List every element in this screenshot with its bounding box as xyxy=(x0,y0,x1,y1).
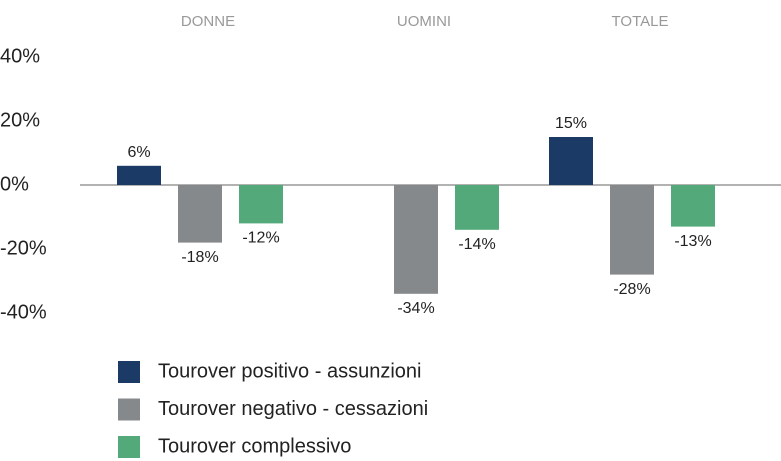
legend-swatch xyxy=(118,361,140,383)
value-label: -12% xyxy=(242,230,279,247)
legend-label: Tourover negativo - cessazioni xyxy=(158,398,428,420)
value-label: 6% xyxy=(127,144,150,161)
y-tick-label: 40% xyxy=(0,45,40,67)
y-tick-label: -40% xyxy=(0,301,47,323)
legend-swatch xyxy=(118,436,140,458)
legend-swatch xyxy=(118,398,140,421)
value-label: 15% xyxy=(555,115,587,132)
bar xyxy=(610,185,654,275)
legend-label: Tourover complessivo xyxy=(158,435,351,457)
y-tick-label: 0% xyxy=(0,173,29,195)
bar xyxy=(671,185,715,227)
bar xyxy=(394,185,438,294)
bar xyxy=(455,185,499,230)
value-label: -18% xyxy=(181,249,218,266)
value-label: -34% xyxy=(397,300,434,317)
bar xyxy=(178,185,222,243)
category-label: TOTALE xyxy=(612,13,669,30)
y-tick-label: 20% xyxy=(0,109,40,131)
value-label: -14% xyxy=(458,236,495,253)
legend-label: Tourover positivo - assunzioni xyxy=(158,360,421,382)
category-label: DONNE xyxy=(181,13,235,30)
category-label: UOMINI xyxy=(397,13,451,30)
bar xyxy=(239,185,283,224)
bar xyxy=(549,137,593,185)
value-label: -13% xyxy=(674,233,711,250)
bar xyxy=(117,165,161,185)
value-label: -28% xyxy=(613,281,650,298)
y-tick-label: -20% xyxy=(0,237,47,259)
